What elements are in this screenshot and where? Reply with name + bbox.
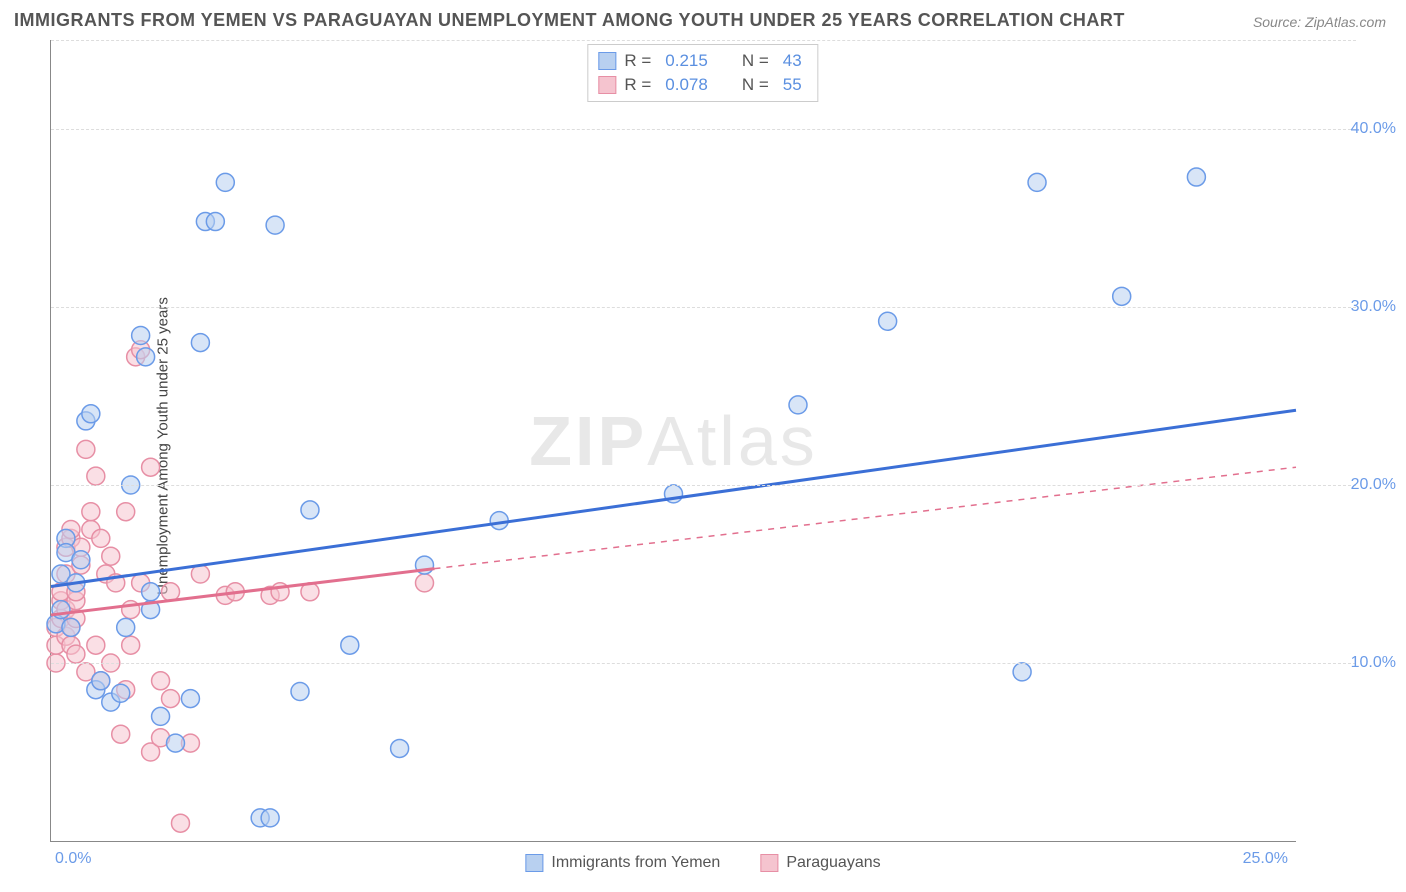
scatter-point — [152, 707, 170, 725]
trend-line-yemen — [51, 410, 1296, 586]
legend-label-paraguay: Paraguayans — [786, 854, 880, 872]
scatter-point — [87, 467, 105, 485]
scatter-point — [206, 213, 224, 231]
scatter-point — [72, 551, 90, 569]
trend-line-paraguay-extrapolated — [434, 467, 1296, 568]
scatter-point — [87, 636, 105, 654]
y-tick-label: 20.0% — [1306, 476, 1396, 494]
swatch-paraguay — [598, 76, 616, 94]
source-attribution: Source: ZipAtlas.com — [1253, 14, 1386, 30]
scatter-point — [341, 636, 359, 654]
y-tick-label: 40.0% — [1306, 120, 1396, 138]
scatter-point — [77, 440, 95, 458]
scatter-point — [1013, 663, 1031, 681]
y-tick-label: 10.0% — [1306, 654, 1396, 672]
scatter-point — [112, 725, 130, 743]
r-label: R = — [624, 51, 651, 71]
n-value-paraguay: 55 — [783, 75, 802, 95]
scatter-point — [122, 636, 140, 654]
scatter-point — [162, 690, 180, 708]
grid-line — [51, 40, 1356, 41]
scatter-point — [102, 547, 120, 565]
correlation-legend: R = 0.215 N = 43 R = 0.078 N = 55 — [587, 44, 818, 102]
scatter-point — [181, 690, 199, 708]
scatter-point — [92, 672, 110, 690]
scatter-point — [391, 739, 409, 757]
scatter-point — [416, 574, 434, 592]
scatter-point — [1113, 287, 1131, 305]
chart-title: IMMIGRANTS FROM YEMEN VS PARAGUAYAN UNEM… — [14, 10, 1125, 31]
scatter-point — [142, 583, 160, 601]
scatter-point — [171, 814, 189, 832]
scatter-point — [266, 216, 284, 234]
scatter-point — [137, 348, 155, 366]
n-label: N = — [742, 75, 769, 95]
scatter-point — [216, 173, 234, 191]
scatter-point — [112, 684, 130, 702]
scatter-point — [132, 326, 150, 344]
r-value-paraguay: 0.078 — [665, 75, 708, 95]
plot-area: ZIPAtlas 10.0%20.0%30.0%40.0% — [50, 40, 1296, 842]
legend-item-yemen: Immigrants from Yemen — [525, 854, 720, 872]
r-label: R = — [624, 75, 651, 95]
scatter-point — [142, 458, 160, 476]
scatter-point — [62, 618, 80, 636]
legend-label-yemen: Immigrants from Yemen — [551, 854, 720, 872]
scatter-point — [1187, 168, 1205, 186]
scatter-point — [301, 501, 319, 519]
swatch-paraguay — [760, 854, 778, 872]
r-value-yemen: 0.215 — [665, 51, 708, 71]
x-tick-max: 25.0% — [1243, 850, 1288, 868]
grid-line — [51, 307, 1356, 308]
scatter-point — [167, 734, 185, 752]
legend-item-paraguay: Paraguayans — [760, 854, 880, 872]
legend-row-yemen: R = 0.215 N = 43 — [598, 49, 807, 73]
scatter-point — [261, 809, 279, 827]
scatter-point — [490, 512, 508, 530]
scatter-point — [117, 503, 135, 521]
scatter-point — [1028, 173, 1046, 191]
scatter-point — [789, 396, 807, 414]
scatter-point — [117, 618, 135, 636]
n-value-yemen: 43 — [783, 51, 802, 71]
series-legend: Immigrants from Yemen Paraguayans — [525, 854, 880, 872]
scatter-point — [191, 334, 209, 352]
y-tick-label: 30.0% — [1306, 298, 1396, 316]
scatter-point — [82, 503, 100, 521]
scatter-point — [82, 405, 100, 423]
scatter-point — [152, 672, 170, 690]
legend-row-paraguay: R = 0.078 N = 55 — [598, 73, 807, 97]
swatch-yemen — [598, 52, 616, 70]
scatter-point — [67, 645, 85, 663]
scatter-point — [879, 312, 897, 330]
scatter-point — [162, 583, 180, 601]
scatter-point — [92, 529, 110, 547]
x-tick-min: 0.0% — [55, 850, 91, 868]
chart-svg — [51, 40, 1296, 841]
grid-line — [51, 485, 1356, 486]
scatter-point — [291, 682, 309, 700]
grid-line — [51, 129, 1356, 130]
grid-line — [51, 663, 1356, 664]
n-label: N = — [742, 51, 769, 71]
swatch-yemen — [525, 854, 543, 872]
